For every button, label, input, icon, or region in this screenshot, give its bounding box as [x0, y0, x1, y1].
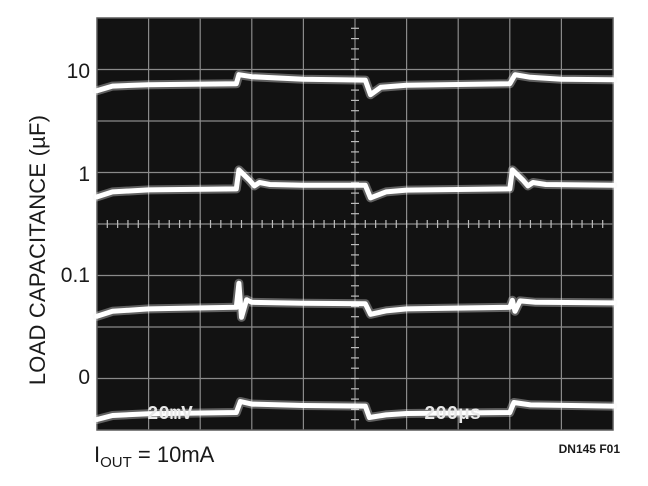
trace-0 — [94, 72, 616, 98]
y-tick-label: 10 — [66, 60, 90, 83]
y-tick-label: 1 — [78, 163, 90, 186]
scope-border — [96, 17, 614, 431]
scope-grid — [96, 17, 614, 431]
trace-1 — [94, 167, 616, 201]
vertical-scale-label: 20mV — [147, 403, 193, 425]
iout-value: = 10mA — [131, 442, 215, 467]
trace-3 — [94, 399, 616, 422]
y-axis-label: LOAD CAPACITANCE (µF) — [25, 114, 50, 386]
y-tick-label: 0.1 — [60, 264, 90, 287]
trace-2 — [94, 280, 616, 320]
y-tick-label: 0 — [78, 366, 90, 389]
figure-id: DN145 F01 — [558, 442, 620, 456]
iout-subscript: OUT — [100, 454, 132, 471]
trace-group — [92, 70, 618, 424]
iout-symbol: I — [94, 442, 101, 467]
load-current-note: IOUT = 10mA — [94, 442, 215, 471]
time-scale-label: 200µs — [424, 403, 481, 425]
